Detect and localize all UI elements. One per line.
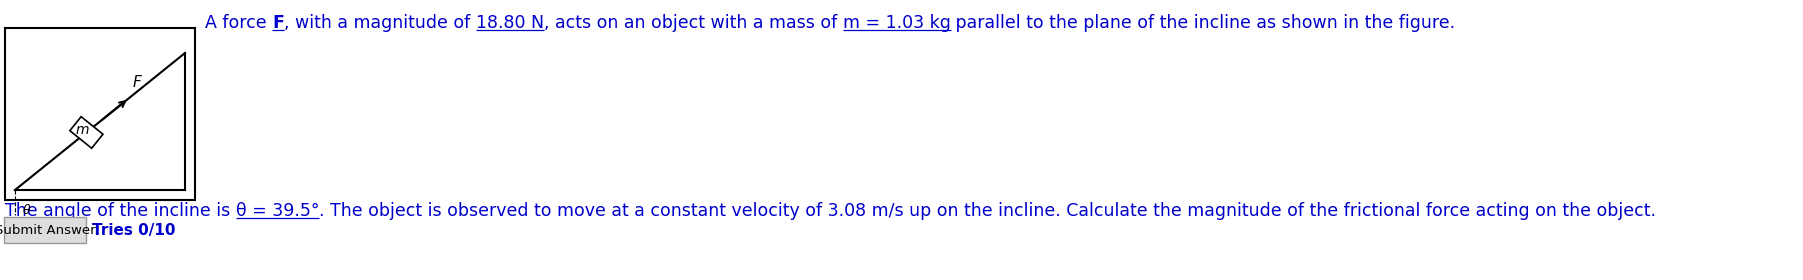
FancyBboxPatch shape	[4, 217, 87, 243]
Text: m: m	[76, 123, 88, 137]
Text: parallel to the plane of the incline as shown in the figure.: parallel to the plane of the incline as …	[950, 14, 1455, 32]
Text: Tries 0/10: Tries 0/10	[92, 223, 175, 237]
Bar	[70, 117, 103, 148]
Text: θ: θ	[23, 204, 31, 217]
Text: . The object is observed to move at a constant velocity of 3.08 m/s up on the in: . The object is observed to move at a co…	[319, 202, 1657, 220]
Text: F: F	[133, 75, 142, 90]
Text: A force: A force	[206, 14, 272, 32]
Text: Submit Answer: Submit Answer	[0, 223, 96, 237]
Text: , acts on an object with a mass of: , acts on an object with a mass of	[545, 14, 842, 32]
Text: The angle of the incline is: The angle of the incline is	[5, 202, 236, 220]
Text: m = 1.03 kg: m = 1.03 kg	[842, 14, 950, 32]
Text: θ = 39.5°: θ = 39.5°	[236, 202, 319, 220]
Text: 18.80 N: 18.80 N	[476, 14, 545, 32]
Bar	[5, 28, 195, 200]
Text: F: F	[272, 14, 285, 32]
Text: , with a magnitude of: , with a magnitude of	[285, 14, 476, 32]
